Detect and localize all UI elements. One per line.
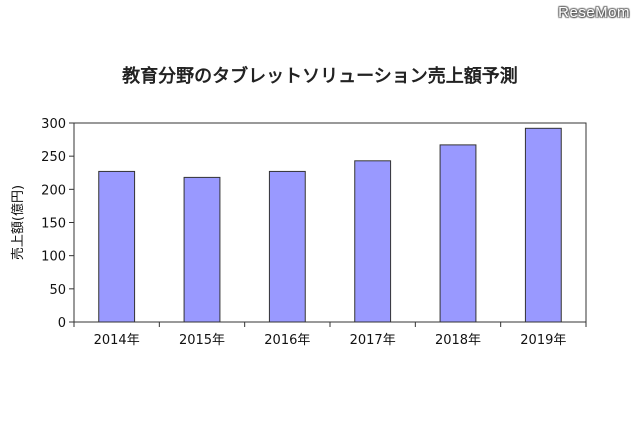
y-tick-label: 0 [58, 316, 66, 331]
y-tick-label: 150 [41, 217, 66, 232]
plot-area: 0 50 100 150 200 250 300 2014年 2015年 2016年 2017年 20… [10, 117, 587, 348]
y-tick-label: 50 [49, 283, 66, 298]
bar-2018年 [439, 144, 477, 323]
x-tick-label: 2016年 [264, 333, 310, 348]
y-tick-label: 250 [41, 150, 66, 165]
bar-2016年 [268, 170, 306, 323]
y-tick-label: 200 [41, 183, 66, 198]
bar-2014年 [98, 170, 136, 323]
bar-2015年 [183, 176, 221, 323]
x-tick-label: 2014年 [94, 333, 140, 348]
bar-2017年 [354, 160, 392, 323]
y-tick-label: 100 [41, 250, 66, 265]
chart-title: 教育分野のタブレットソリューション売上額予測 [122, 66, 518, 87]
x-tick-label: 2018年 [435, 333, 481, 348]
plot-frame [73, 122, 587, 323]
x-tick-label: 2015年 [179, 333, 225, 348]
y-axis-label: 売上額(億円) [10, 185, 26, 260]
y-tick-label: 300 [41, 117, 66, 132]
x-tick-label: 2019年 [520, 333, 566, 348]
resemom-logo: ReseMom [558, 4, 630, 21]
x-tick-label: 2017年 [350, 333, 396, 348]
bar-2019年 [524, 127, 562, 323]
